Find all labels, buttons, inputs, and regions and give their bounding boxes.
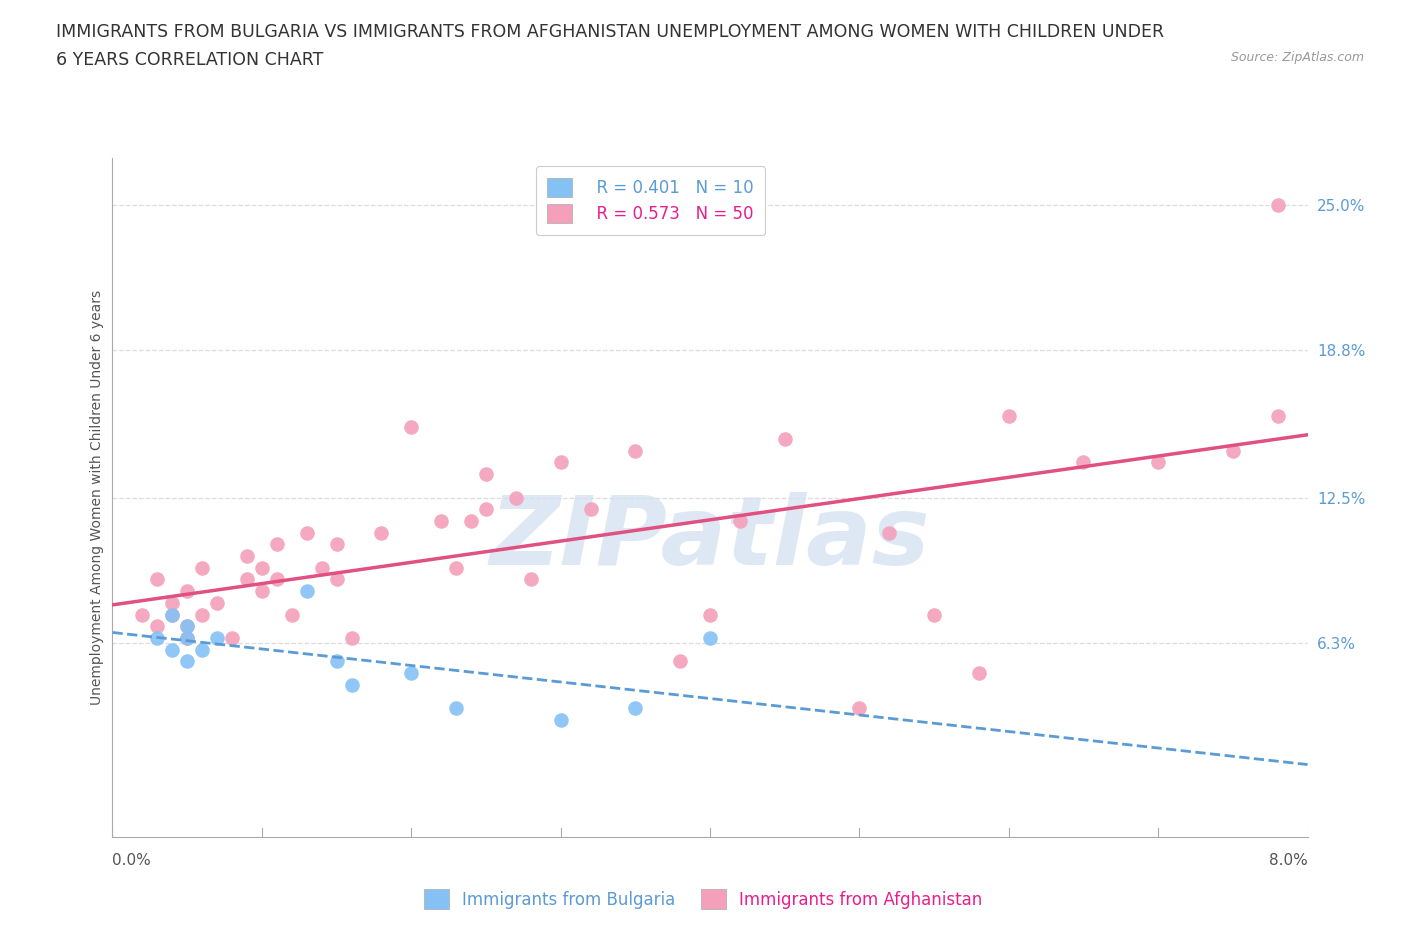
- Point: [699, 607, 721, 622]
- Point: [550, 455, 572, 470]
- Point: [877, 525, 900, 540]
- Point: [475, 502, 498, 517]
- Point: [505, 490, 527, 505]
- Point: [146, 572, 169, 587]
- Point: [370, 525, 392, 540]
- Point: [191, 607, 214, 622]
- Text: 6 YEARS CORRELATION CHART: 6 YEARS CORRELATION CHART: [56, 51, 323, 69]
- Point: [131, 607, 153, 622]
- Text: 0.0%: 0.0%: [112, 853, 152, 868]
- Text: 8.0%: 8.0%: [1268, 853, 1308, 868]
- Point: [176, 584, 198, 599]
- Point: [401, 666, 423, 681]
- Point: [669, 654, 692, 669]
- Point: [699, 631, 721, 645]
- Point: [1147, 455, 1170, 470]
- Point: [444, 561, 467, 576]
- Point: [176, 631, 198, 645]
- Legend:   R = 0.401   N = 10,   R = 0.573   N = 50: R = 0.401 N = 10, R = 0.573 N = 50: [536, 166, 765, 235]
- Point: [340, 677, 363, 692]
- Text: ZIPatlas: ZIPatlas: [489, 492, 931, 585]
- Point: [848, 701, 870, 716]
- Legend: Immigrants from Bulgaria, Immigrants from Afghanistan: Immigrants from Bulgaria, Immigrants fro…: [416, 881, 990, 917]
- Point: [191, 643, 214, 658]
- Point: [236, 549, 259, 564]
- Point: [162, 607, 183, 622]
- Point: [325, 654, 347, 669]
- Point: [162, 643, 183, 658]
- Point: [922, 607, 945, 622]
- Point: [221, 631, 243, 645]
- Point: [1267, 408, 1289, 423]
- Point: [176, 631, 198, 645]
- Point: [550, 712, 572, 727]
- Point: [325, 572, 347, 587]
- Point: [146, 618, 169, 633]
- Point: [728, 513, 751, 528]
- Point: [205, 631, 228, 645]
- Point: [191, 561, 214, 576]
- Point: [176, 654, 198, 669]
- Point: [430, 513, 453, 528]
- Point: [236, 572, 259, 587]
- Point: [281, 607, 304, 622]
- Point: [295, 525, 318, 540]
- Point: [250, 584, 273, 599]
- Point: [401, 419, 423, 434]
- Point: [250, 561, 273, 576]
- Point: [1073, 455, 1095, 470]
- Point: [266, 572, 288, 587]
- Point: [295, 584, 318, 599]
- Point: [520, 572, 543, 587]
- Point: [340, 631, 363, 645]
- Point: [162, 607, 183, 622]
- Point: [146, 631, 169, 645]
- Point: [460, 513, 482, 528]
- Point: [773, 432, 796, 446]
- Point: [311, 561, 333, 576]
- Point: [325, 537, 347, 551]
- Point: [1222, 444, 1244, 458]
- Point: [475, 467, 498, 482]
- Point: [1267, 197, 1289, 212]
- Point: [162, 595, 183, 610]
- Text: IMMIGRANTS FROM BULGARIA VS IMMIGRANTS FROM AFGHANISTAN UNEMPLOYMENT AMONG WOMEN: IMMIGRANTS FROM BULGARIA VS IMMIGRANTS F…: [56, 23, 1164, 41]
- Point: [266, 537, 288, 551]
- Point: [205, 595, 228, 610]
- Point: [579, 502, 602, 517]
- Point: [176, 618, 198, 633]
- Point: [624, 701, 647, 716]
- Point: [176, 618, 198, 633]
- Y-axis label: Unemployment Among Women with Children Under 6 years: Unemployment Among Women with Children U…: [90, 290, 104, 705]
- Text: Source: ZipAtlas.com: Source: ZipAtlas.com: [1230, 51, 1364, 64]
- Point: [998, 408, 1021, 423]
- Point: [624, 444, 647, 458]
- Point: [444, 701, 467, 716]
- Point: [967, 666, 990, 681]
